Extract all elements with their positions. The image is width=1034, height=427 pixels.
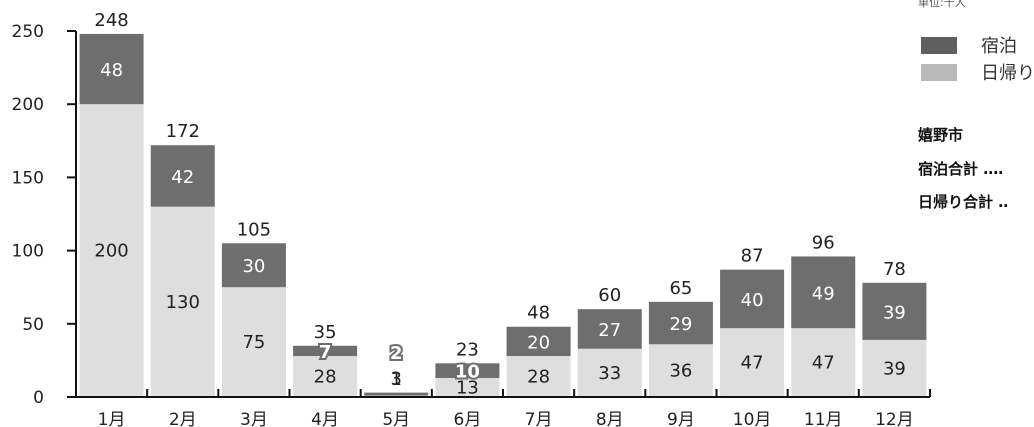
value-label-total: 35	[314, 322, 337, 343]
value-label-overnight: 49	[812, 283, 835, 304]
x-tick-label: 4月	[311, 410, 339, 427]
bar-daytrip	[79, 104, 144, 397]
value-label-daytrip: 75	[242, 332, 265, 353]
value-label-daytrip: 33	[598, 363, 621, 384]
value-label-daytrip: 36	[669, 361, 692, 382]
legend-swatch-daytrip	[921, 63, 957, 81]
value-label-overnight: 30	[242, 256, 265, 277]
x-tick-label: 2月	[169, 410, 197, 427]
value-label-daytrip: 13	[456, 377, 479, 398]
value-label-overnight: 27	[598, 320, 621, 341]
legend-label-overnight: 宿泊	[981, 36, 1017, 57]
bar-daytrip	[150, 206, 215, 397]
value-label-daytrip: 28	[314, 367, 337, 388]
value-label-total: 172	[166, 121, 200, 142]
value-label-daytrip: 47	[812, 353, 835, 374]
unit-note: 単位:千人	[918, 0, 966, 9]
bar-overnight	[506, 326, 571, 357]
value-label-daytrip: 1	[391, 369, 402, 390]
daytrip-total-label: 日帰り合計 ‥	[918, 193, 1009, 211]
bar-overnight	[862, 282, 927, 340]
bar-overnight	[648, 301, 713, 345]
bar-overnight	[577, 309, 642, 349]
value-label-total: 23	[456, 339, 479, 360]
city-name: 嬉野市	[918, 126, 964, 144]
bar-overnight	[435, 363, 500, 378]
legend-label-daytrip: 日帰り	[981, 63, 1034, 84]
y-tick-label: 150	[12, 168, 44, 188]
x-tick-label: 11月	[804, 410, 843, 427]
y-tick-label: 250	[12, 22, 44, 42]
x-tick-label: 5月	[382, 410, 410, 427]
value-label-total: 105	[237, 219, 271, 240]
value-label-overnight: 20	[527, 332, 550, 353]
x-tick-label: 9月	[667, 410, 695, 427]
value-label-total: 48	[527, 303, 550, 324]
value-label-overnight: 29	[669, 314, 692, 335]
value-label-overnight: 10	[455, 362, 480, 383]
bar-daytrip	[648, 344, 713, 397]
x-tick-label: 12月	[875, 410, 914, 427]
y-tick-label: 50	[22, 315, 44, 335]
legend-swatch-overnight	[921, 36, 957, 54]
x-tick-label: 10月	[733, 410, 772, 427]
value-label-daytrip: 28	[527, 367, 550, 388]
value-label-total: 65	[669, 278, 692, 299]
y-tick-label: 100	[12, 242, 44, 262]
value-label-overnight: 40	[741, 290, 764, 311]
x-tick-label: 3月	[240, 410, 268, 427]
bar-overnight	[791, 256, 856, 329]
bar-daytrip	[435, 377, 500, 397]
value-label-total: 78	[883, 259, 906, 280]
bar-overnight	[79, 33, 144, 105]
y-tick-label: 200	[12, 95, 44, 115]
legend-item-overnight: 宿泊	[921, 34, 1017, 57]
bar-daytrip	[293, 356, 358, 397]
bar-daytrip	[221, 287, 286, 397]
bar-daytrip	[506, 356, 571, 397]
bar-daytrip	[791, 328, 856, 397]
x-tick-label: 7月	[525, 410, 553, 427]
x-tick-label: 8月	[596, 410, 624, 427]
bar-overnight	[293, 345, 358, 357]
bar-overnight	[720, 269, 785, 329]
value-label-total: 60	[598, 285, 621, 306]
value-label-total: 248	[94, 10, 128, 31]
bar-daytrip	[720, 328, 785, 397]
bar-overnight	[150, 145, 215, 207]
bar-overnight	[364, 392, 429, 396]
legend-item-daytrip: 日帰り	[921, 61, 1034, 84]
overnight-total-label: 宿泊合計 ‥‥	[918, 160, 1004, 178]
value-label-total: 3	[391, 369, 402, 390]
value-label-overnight: 7	[319, 342, 332, 363]
value-label-daytrip: 130	[166, 292, 200, 313]
value-label-daytrip: 39	[883, 358, 906, 379]
bar-overnight	[221, 243, 286, 288]
x-tick-label: 6月	[454, 410, 482, 427]
value-label-total: 96	[812, 232, 835, 253]
value-label-daytrip: 47	[741, 353, 764, 374]
x-axis: 1月 2月 3月 4月 5月 6月 7月 8月 9月 10月 11月 12月	[75, 389, 931, 427]
x-tick-label: 1月	[98, 410, 126, 427]
value-label-total: 87	[741, 246, 764, 267]
value-label-overnight: 48	[100, 60, 123, 81]
value-label-overnight: 42	[171, 167, 194, 188]
bar-daytrip	[862, 339, 927, 397]
value-label-daytrip: 200	[94, 241, 128, 262]
value-label-overnight: 39	[883, 302, 906, 323]
bar-daytrip	[577, 348, 642, 397]
y-axis: 0 50 100 150 200 250	[12, 22, 77, 408]
value-label-overnight: 2	[390, 343, 403, 364]
y-tick-label: 0	[33, 388, 44, 408]
